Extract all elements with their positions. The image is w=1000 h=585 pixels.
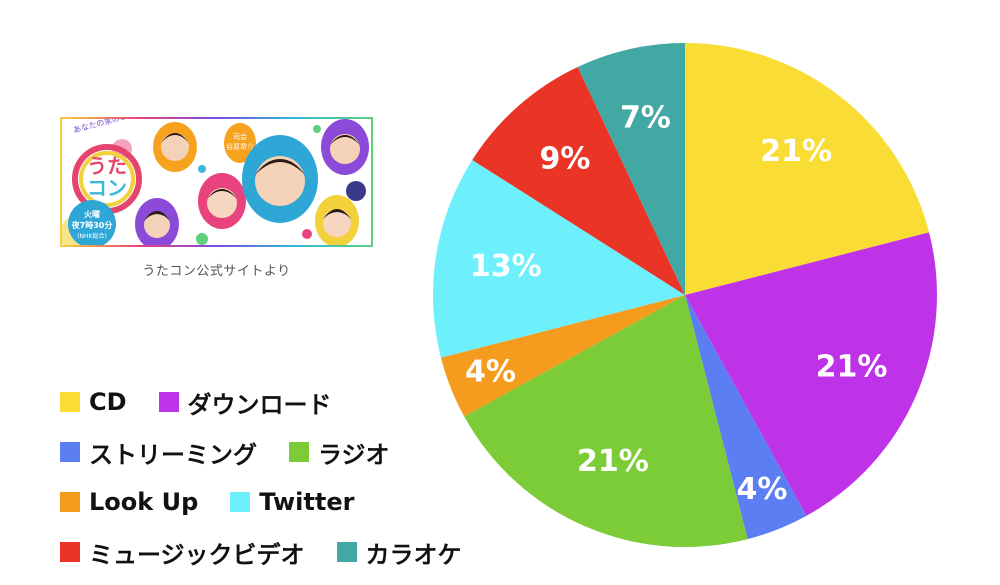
pie-slice	[440, 295, 685, 417]
legend-row: CD ダウンロード	[60, 377, 440, 427]
legend-item-twitter: Twitter	[230, 488, 354, 516]
legend-label: ストリーミング	[89, 440, 257, 469]
legend-item-streaming: ストリーミング	[60, 435, 257, 470]
legend-item-download: ダウンロード	[158, 385, 332, 420]
legend-row: ストリーミング ラジオ	[60, 427, 440, 477]
slice-label: 21%	[760, 134, 832, 169]
legend-swatch	[336, 542, 357, 562]
legend-swatch	[60, 492, 80, 512]
slice-label: 9%	[540, 141, 591, 176]
pie-slice	[432, 159, 685, 358]
legend-swatch	[60, 542, 80, 562]
banner-day: 火曜	[84, 209, 100, 219]
legend-swatch	[289, 442, 309, 462]
pie-slice	[685, 295, 807, 540]
legend-swatch	[158, 392, 179, 412]
legend-row: ミュージックビデオ カラオケ	[60, 527, 462, 577]
pie-slice	[464, 295, 748, 547]
pie-slice	[472, 66, 685, 295]
slice-label: 7%	[620, 100, 671, 135]
slice-label: 21%	[577, 444, 649, 479]
legend-item-karaoke: カラオケ	[336, 535, 462, 570]
legend-label: ラジオ	[318, 440, 390, 469]
image-caption: うたコン公式サイトより	[142, 264, 291, 279]
utacon-banner: うた コン あなたの家のコンシェルジュ 火曜 夜7時30分 (NHK総合) 司会…	[60, 117, 373, 247]
legend-swatch	[230, 492, 251, 512]
legend-item-music-video: ミュージックビデオ	[60, 535, 305, 570]
slice-label: 21%	[816, 350, 888, 385]
banner-logo-line1: うた	[87, 154, 127, 178]
legend-swatch	[60, 442, 80, 462]
legend-item-lookup: Look Up	[60, 488, 198, 516]
banner-logo-line2: コン	[87, 176, 127, 200]
legend-label: CD	[89, 388, 127, 416]
banner-time: 夜7時30分	[71, 220, 113, 230]
legend-row: Look Up Twitter	[60, 477, 440, 527]
banner-host-name: 谷原章介	[226, 142, 254, 151]
legend-item-radio: ラジオ	[289, 435, 390, 470]
legend-label: Twitter	[259, 488, 355, 516]
slice-label: 4%	[737, 472, 788, 507]
legend-item-cd: CD	[60, 388, 127, 416]
legend-swatch	[60, 392, 80, 412]
banner-host-label: 司会	[233, 132, 247, 141]
banner-illustration: うた コン あなたの家のコンシェルジュ 火曜 夜7時30分 (NHK総合) 司会…	[62, 119, 369, 245]
legend-label: ダウンロード	[187, 390, 332, 419]
legend-label: カラオケ	[365, 540, 462, 569]
pie-slice	[577, 43, 685, 295]
chart-legend: CD ダウンロード ストリーミング ラジオ Look Up Twitter ミュ…	[60, 377, 462, 577]
pie-slice	[685, 43, 930, 295]
slice-label: 4%	[465, 354, 516, 389]
legend-label: ミュージックビデオ	[89, 540, 305, 569]
pie-slice	[685, 232, 937, 516]
legend-label: Look Up	[89, 488, 199, 516]
banner-channel: (NHK総合)	[77, 232, 107, 240]
slice-label: 13%	[470, 249, 542, 284]
pie-chart: 21% 21% 4% 21% 4% 13% 9% 7%	[432, 43, 937, 547]
